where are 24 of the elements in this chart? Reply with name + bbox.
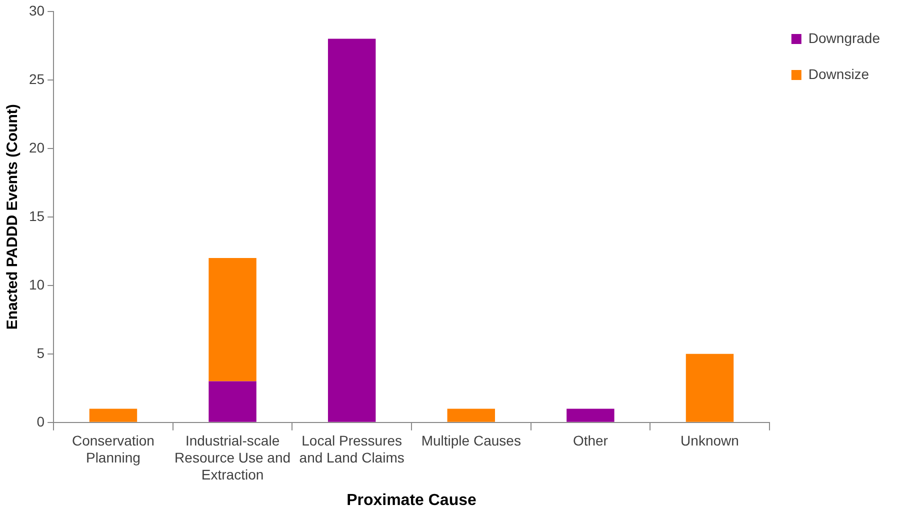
x-tick-label: Unknown (680, 432, 739, 449)
y-tick-label: 15 (28, 208, 45, 224)
legend-label: Downgrade (808, 30, 880, 46)
x-tick-label: Conservation Planning (72, 432, 154, 466)
x-tick-label: Multiple Causes (421, 432, 521, 449)
y-tick-label: 10 (28, 276, 45, 292)
legend-label: Downsize (808, 66, 870, 82)
y-tick-label: 5 (36, 344, 45, 361)
x-tick-label: Other (572, 432, 608, 449)
y-axis-title: Enacted PADDD Events (Count) (4, 104, 22, 330)
y-tick-label: 0 (36, 413, 45, 430)
bar (208, 381, 256, 422)
y-tick-label: 30 (28, 2, 45, 18)
x-axis-title: Proximate Cause (346, 492, 476, 509)
bar (328, 38, 376, 422)
bar (208, 258, 256, 382)
bar (89, 408, 138, 422)
y-tick-label: 25 (28, 70, 45, 87)
bar (686, 354, 734, 422)
x-tick-label: Industrial-scale Resource Use and Extraction (174, 432, 291, 482)
x-tick-label: Local Pressures and Land Claims (299, 432, 404, 466)
bar (447, 408, 495, 422)
y-tick-label: 20 (28, 139, 45, 156)
bar (566, 408, 614, 422)
